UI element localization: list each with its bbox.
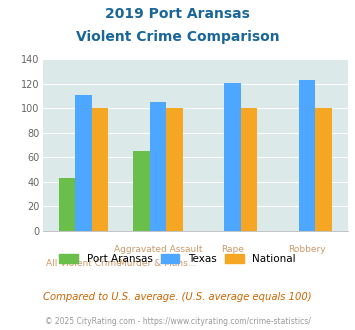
Text: Compared to U.S. average. (U.S. average equals 100): Compared to U.S. average. (U.S. average …: [43, 292, 312, 302]
Bar: [75, 95, 92, 231]
Bar: [59, 178, 75, 231]
Bar: [92, 109, 108, 231]
Bar: [299, 80, 315, 231]
Text: Aggravated Assault: Aggravated Assault: [114, 245, 202, 254]
Text: 2019 Port Aransas: 2019 Port Aransas: [105, 7, 250, 20]
Bar: [224, 83, 241, 231]
Text: Murder & Mans...: Murder & Mans...: [119, 259, 197, 268]
Text: © 2025 CityRating.com - https://www.cityrating.com/crime-statistics/: © 2025 CityRating.com - https://www.city…: [45, 317, 310, 326]
Legend: Port Aransas, Texas, National: Port Aransas, Texas, National: [56, 250, 299, 267]
Bar: [133, 151, 150, 231]
Text: Violent Crime Comparison: Violent Crime Comparison: [76, 30, 279, 44]
Bar: [150, 102, 166, 231]
Bar: [241, 109, 257, 231]
Bar: [166, 109, 182, 231]
Bar: [315, 109, 332, 231]
Text: Rape: Rape: [221, 245, 244, 254]
Text: Robbery: Robbery: [288, 245, 326, 254]
Text: All Violent Crime: All Violent Crime: [46, 259, 121, 268]
